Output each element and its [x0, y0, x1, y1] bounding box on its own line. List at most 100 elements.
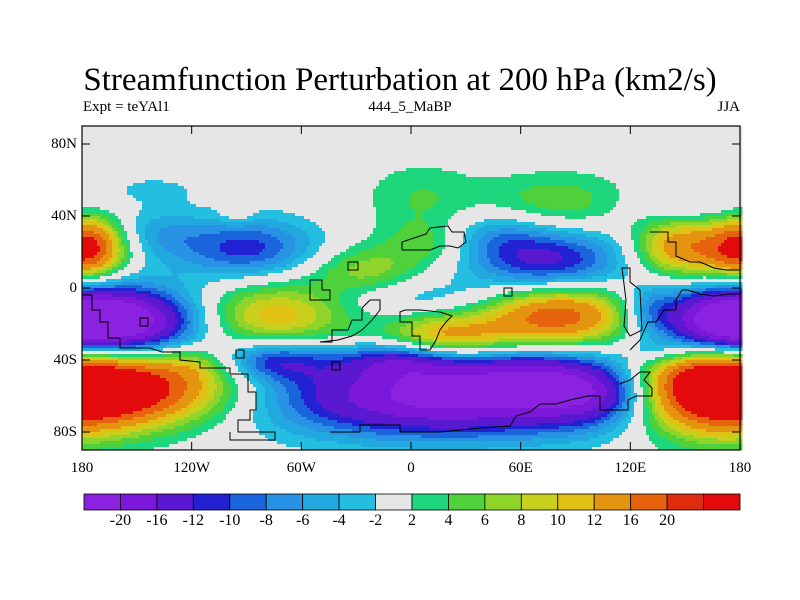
field-cell	[598, 132, 602, 136]
field-cell	[364, 132, 368, 136]
field-cell	[97, 129, 101, 133]
field-cell	[694, 129, 698, 133]
field-cell	[298, 138, 302, 142]
field-cell	[724, 129, 728, 133]
field-cell	[331, 135, 335, 139]
field-cell	[595, 129, 599, 133]
field-cell	[385, 129, 389, 133]
field-cell	[541, 144, 545, 148]
field-cell	[460, 138, 464, 142]
field-cell	[115, 144, 119, 148]
field-cell	[109, 132, 113, 136]
field-cell	[112, 129, 116, 133]
field-cell	[412, 138, 416, 142]
field-cell	[457, 132, 461, 136]
field-cell	[562, 132, 566, 136]
field-cell	[442, 138, 446, 142]
field-cell	[562, 141, 566, 145]
field-cell	[364, 147, 368, 151]
field-cell	[562, 135, 566, 139]
field-cell	[526, 147, 530, 151]
field-cell	[169, 129, 173, 133]
field-cell	[283, 129, 287, 133]
field-cell	[133, 144, 137, 148]
field-cell	[217, 141, 221, 145]
field-cell	[517, 138, 521, 142]
field-cell	[172, 147, 176, 151]
field-cell	[451, 132, 455, 136]
field-cell	[367, 132, 371, 136]
field-cell	[577, 141, 581, 145]
field-cell	[445, 141, 449, 145]
field-cell	[349, 135, 353, 139]
field-cell	[673, 144, 677, 148]
field-cell	[232, 135, 236, 139]
field-cell	[622, 144, 626, 148]
field-cell	[379, 138, 383, 142]
field-cell	[403, 135, 407, 139]
field-cell	[445, 129, 449, 133]
field-cell	[415, 141, 419, 145]
field-cell	[493, 132, 497, 136]
field-cell	[469, 144, 473, 148]
field-cell	[691, 135, 695, 139]
field-cell	[583, 132, 587, 136]
field-cell	[715, 144, 719, 148]
field-cell	[199, 129, 203, 133]
field-cell	[139, 132, 143, 136]
field-cell	[91, 138, 95, 142]
field-cell	[502, 144, 506, 148]
field-cell	[406, 129, 410, 133]
field-cell	[457, 147, 461, 151]
field-cell	[394, 135, 398, 139]
field-cell	[454, 138, 458, 142]
field-cell	[127, 135, 131, 139]
field-cell	[667, 135, 671, 139]
field-cell	[400, 132, 404, 136]
field-cell	[355, 138, 359, 142]
field-cell	[100, 129, 104, 133]
field-cell	[703, 141, 707, 145]
field-cell	[532, 132, 536, 136]
field-cell	[499, 132, 503, 136]
field-cell	[661, 138, 665, 142]
field-cell	[373, 144, 377, 148]
field-cell	[199, 138, 203, 142]
field-cell	[457, 138, 461, 142]
field-cell	[586, 141, 590, 145]
field-cell	[301, 138, 305, 142]
field-cell	[340, 141, 344, 145]
field-cell	[661, 141, 665, 145]
field-cell	[724, 141, 728, 145]
field-cell	[538, 144, 542, 148]
field-cell	[454, 144, 458, 148]
field-cell	[709, 135, 713, 139]
field-cell	[397, 141, 401, 145]
field-cell	[409, 144, 413, 148]
field-cell	[343, 132, 347, 136]
field-cell	[532, 138, 536, 142]
field-cell	[136, 147, 140, 151]
field-cell	[115, 141, 119, 145]
field-cell	[259, 141, 263, 145]
field-cell	[700, 129, 704, 133]
field-cell	[685, 144, 689, 148]
field-cell	[502, 135, 506, 139]
field-cell	[265, 147, 269, 151]
field-cell	[493, 144, 497, 148]
field-cell	[508, 135, 512, 139]
field-cell	[538, 132, 542, 136]
field-cell	[427, 147, 431, 151]
field-cell	[652, 138, 656, 142]
field-cell	[646, 141, 650, 145]
field-cell	[607, 147, 611, 151]
field-cell	[559, 141, 563, 145]
field-cell	[487, 138, 491, 142]
field-cell	[640, 147, 644, 151]
field-cell	[292, 135, 296, 139]
field-cell	[256, 147, 260, 151]
contour-plot	[0, 0, 800, 600]
field-cell	[727, 141, 731, 145]
field-cell	[595, 144, 599, 148]
field-cell	[511, 135, 515, 139]
